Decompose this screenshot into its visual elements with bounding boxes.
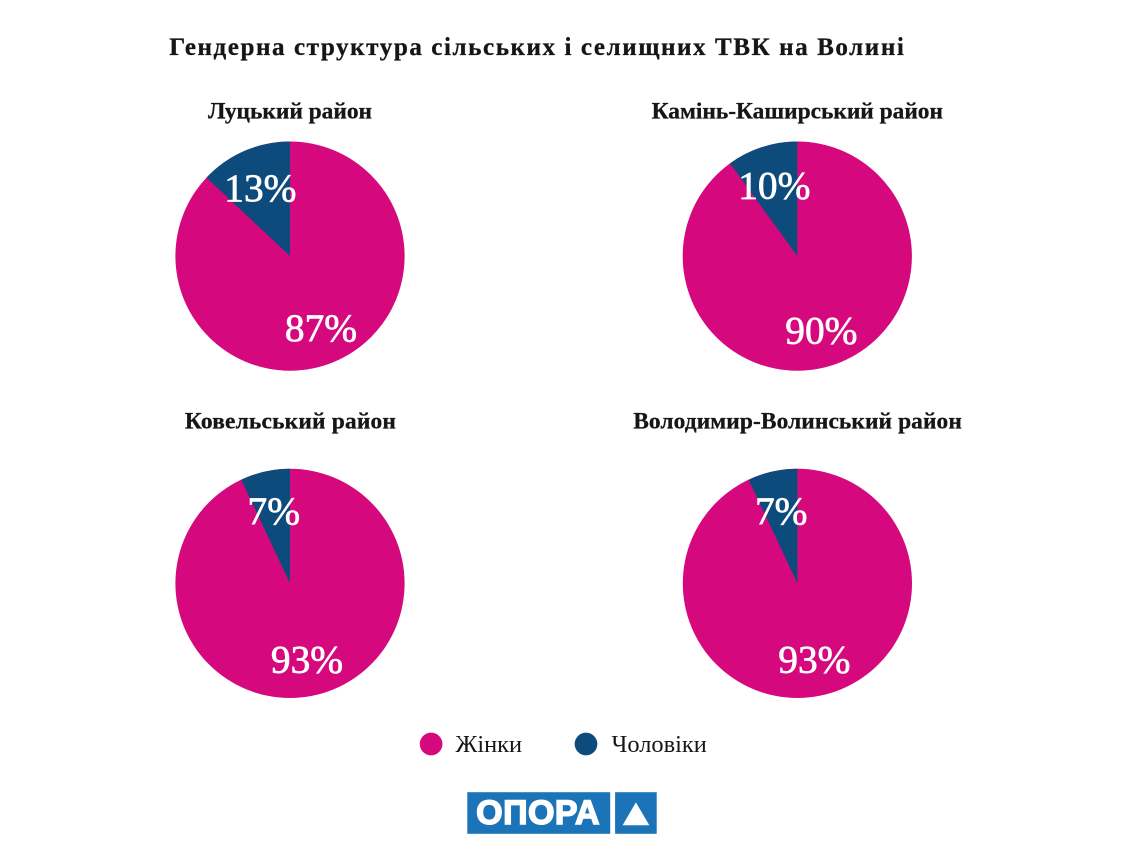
svg-text:Ковельський район: Ковельський район (185, 409, 396, 435)
svg-text:93%: 93% (778, 638, 850, 682)
svg-text:ОПОРА: ОПОРА (476, 794, 600, 832)
svg-text:87%: 87% (285, 306, 357, 350)
svg-text:93%: 93% (271, 638, 343, 682)
svg-text:Жінки: Жінки (456, 731, 523, 758)
svg-text:13%: 13% (224, 166, 296, 210)
svg-text:Гендерна структура сільських і: Гендерна структура сільських і селищних … (169, 34, 905, 61)
svg-text:Камінь-Каширський район: Камінь-Каширський район (652, 98, 943, 124)
svg-text:Луцький район: Луцький район (208, 98, 372, 124)
svg-text:Володимир-Волинський район: Володимир-Волинський район (633, 409, 962, 435)
svg-text:7%: 7% (248, 489, 301, 533)
svg-text:Чоловіки: Чоловіки (612, 731, 707, 758)
svg-text:10%: 10% (738, 163, 810, 207)
svg-text:90%: 90% (785, 309, 857, 353)
svg-text:7%: 7% (755, 489, 808, 533)
